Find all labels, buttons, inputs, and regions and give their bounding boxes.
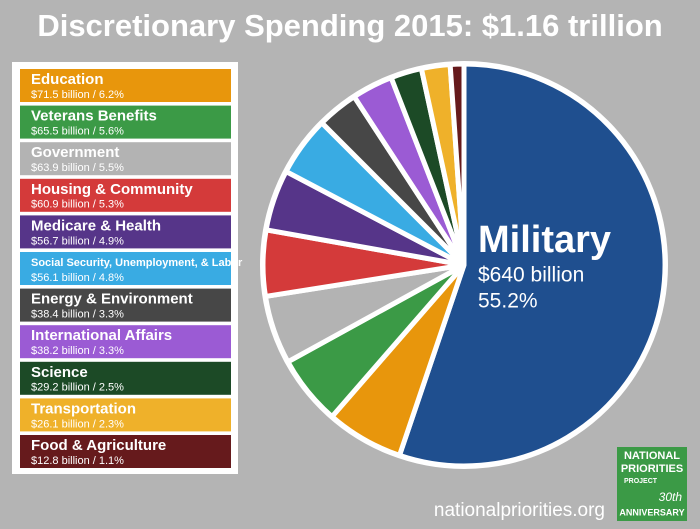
legend-label: Social Security, Unemployment, & Labor [31, 257, 243, 269]
legend-value: $56.7 billion / 4.9% [31, 235, 124, 247]
legend-value: $38.4 billion / 3.3% [31, 309, 124, 321]
legend-swatch [20, 142, 231, 176]
logo-text: ANNIVERSARY [619, 507, 684, 517]
logo-text: PROJECT [624, 478, 658, 485]
callout-percent: 55.2% [478, 290, 538, 313]
legend-label: Food & Agriculture [31, 437, 166, 454]
legend-label: Education [31, 71, 104, 88]
legend-swatch [20, 325, 231, 359]
legend-value: $65.5 billion / 5.6% [31, 126, 124, 138]
legend-label: Energy & Environment [31, 291, 193, 308]
legend-swatch [20, 398, 231, 432]
legend-label: Science [31, 364, 88, 381]
chart-title: Discretionary Spending 2015: $1.16 trill… [37, 8, 662, 43]
source: nationalpriorities.org [434, 500, 605, 521]
legend-swatch [20, 215, 231, 249]
legend-value: $29.2 billion / 2.5% [31, 382, 124, 394]
logo-text: NATIONAL [624, 450, 680, 462]
legend-swatch [20, 105, 231, 139]
legend-value: $56.1 billion / 4.8% [31, 272, 124, 284]
legend-swatch [20, 435, 231, 468]
logo-text: 30th [659, 490, 683, 504]
pie-outline [260, 61, 668, 469]
legend-swatch [20, 69, 231, 102]
legend-label: International Affairs [31, 327, 172, 344]
legend-label: Housing & Community [31, 181, 193, 198]
legend-swatch [20, 361, 231, 395]
callout-label: Military [478, 219, 611, 261]
legend-swatch [20, 252, 231, 285]
legend-value: $71.5 billion / 6.2% [31, 89, 124, 101]
legend-value: $26.1 billion / 2.3% [31, 418, 124, 430]
legend-swatch [20, 288, 231, 322]
legend-swatch [20, 178, 231, 212]
legend-value: $38.2 billion / 3.3% [31, 345, 124, 357]
logo-text: PRIORITIES [621, 463, 683, 475]
legend-label: Transportation [31, 400, 136, 417]
legend-label: Medicare & Health [31, 217, 161, 234]
logo-box [617, 447, 687, 521]
legend-label: Government [31, 144, 119, 161]
callout-amount: $640 billion [478, 264, 584, 287]
legend-value: $60.9 billion / 5.3% [31, 199, 124, 211]
legend-value: $63.9 billion / 5.5% [31, 162, 124, 174]
legend-label: Veterans Benefits [31, 108, 157, 125]
legend-value: $12.8 billion / 1.1% [31, 455, 124, 467]
